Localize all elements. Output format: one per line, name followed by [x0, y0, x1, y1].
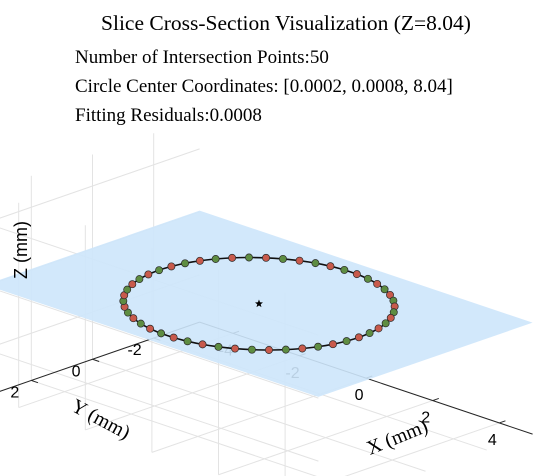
- intersection-point: [314, 342, 323, 351]
- intersection-point: [386, 290, 394, 299]
- intersection-point: [386, 313, 395, 322]
- intersection-point: [181, 259, 189, 268]
- intersection-point: [374, 324, 383, 333]
- circle-center-layer: [254, 299, 263, 308]
- intersection-point: [123, 308, 132, 317]
- y-tick-label: 0: [72, 363, 81, 380]
- intersection-point: [144, 270, 153, 279]
- intersection-point: [128, 280, 137, 289]
- slice-plane-layer: [0, 210, 533, 397]
- intersection-point: [328, 340, 337, 349]
- intersection-point: [352, 270, 361, 279]
- z-axis-label: Z (mm): [11, 221, 31, 279]
- x-tick-label: 2: [421, 410, 430, 427]
- intersection-point: [342, 337, 351, 346]
- intersection-point: [157, 329, 166, 338]
- intersection-point: [381, 319, 390, 328]
- intersection-point: [169, 333, 178, 342]
- intersection-point: [135, 275, 144, 284]
- intersection-point: [247, 345, 256, 354]
- intersection-point: [281, 345, 290, 354]
- intersection-point: [198, 340, 207, 349]
- center-star-marker: [254, 299, 263, 308]
- intersection-point: [245, 253, 253, 262]
- intersection-point: [326, 262, 335, 271]
- x-tick-mark: [432, 397, 439, 402]
- info-fitting-residuals: Fitting Residuals:0.0008: [75, 105, 262, 126]
- intersection-point: [262, 253, 270, 262]
- intersection-point: [129, 314, 138, 323]
- x-tick-label: 0: [355, 387, 364, 404]
- intersection-point: [167, 262, 176, 271]
- intersection-point: [155, 266, 164, 275]
- intersection-point: [363, 274, 372, 283]
- grid-line-y: [31, 379, 317, 476]
- intersection-point: [231, 344, 239, 353]
- slice-plane: [0, 210, 533, 397]
- intersection-point: [295, 256, 304, 265]
- intersection-point: [354, 333, 363, 342]
- intersection-point: [311, 259, 320, 268]
- intersection-point: [136, 319, 145, 328]
- intersection-point: [373, 279, 382, 288]
- x-tick-label: 4: [488, 432, 497, 449]
- chart-title: Slice Cross-Section Visualization (Z=8.0…: [101, 11, 471, 35]
- intersection-point: [279, 254, 287, 263]
- y-tick-label: -2: [127, 342, 141, 359]
- y-tick-mark: [92, 358, 100, 362]
- y-axis-label: Y (mm): [68, 395, 134, 444]
- info-intersection-points: Number of Intersection Points:50: [75, 47, 329, 68]
- intersection-point: [298, 344, 307, 353]
- x-axis-label: X (mm): [364, 415, 431, 459]
- intersection-point: [214, 342, 223, 351]
- grid-line-y: [92, 358, 426, 472]
- intersection-point: [380, 285, 389, 294]
- info-circle-center: Circle Center Coordinates: [0.0002, 0.00…: [75, 76, 453, 97]
- intersection-point: [265, 346, 273, 354]
- intersection-points-layer: [119, 253, 399, 354]
- intersection-point: [195, 256, 204, 265]
- y-tick-mark: [31, 379, 39, 384]
- intersection-point: [123, 285, 132, 294]
- y-tick-label: 2: [10, 384, 19, 401]
- intersection-point: [211, 255, 220, 263]
- intersection-point: [340, 265, 349, 274]
- x-tick-mark: [499, 420, 506, 424]
- intersection-point: [228, 253, 237, 262]
- intersection-point: [183, 337, 192, 346]
- intersection-point: [146, 324, 155, 333]
- grid-line-z: [0, 148, 200, 219]
- intersection-point: [365, 329, 374, 338]
